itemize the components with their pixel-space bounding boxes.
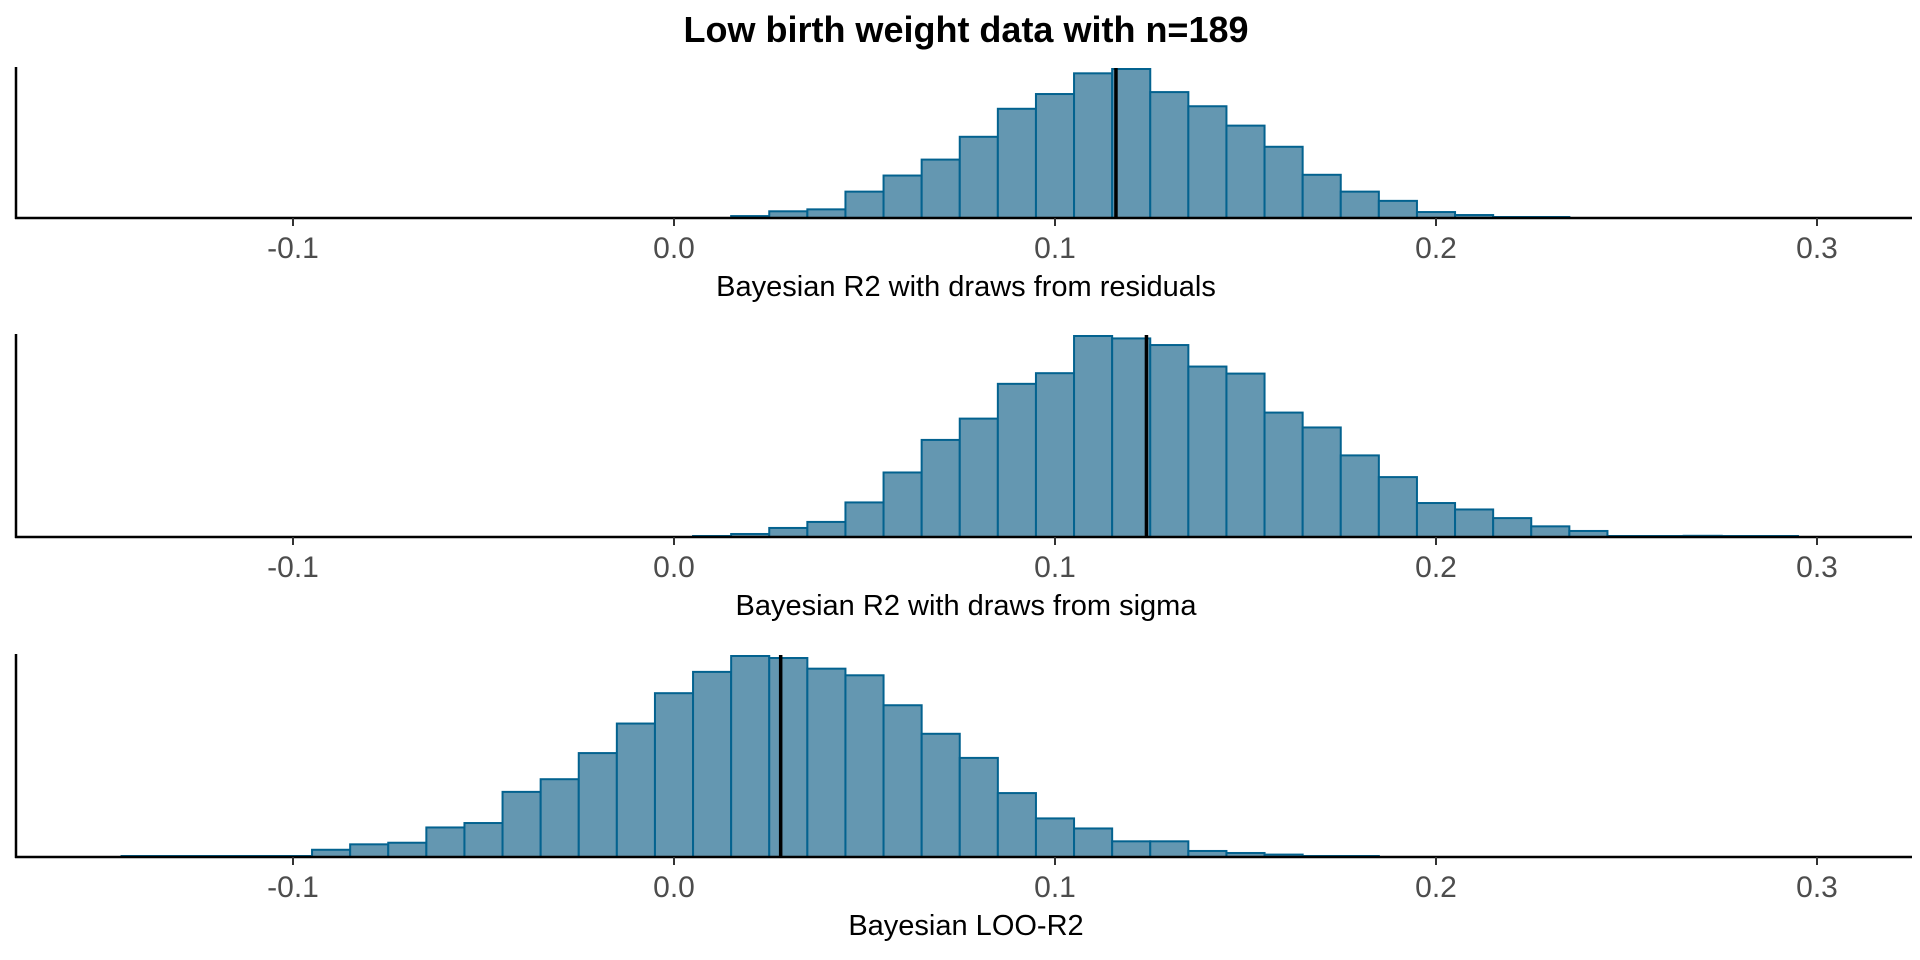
histogram-bar (996, 107, 1037, 219)
histogram-bar (844, 501, 885, 539)
x-tick-label: 0.0 (653, 232, 695, 265)
histogram-bar (615, 722, 656, 859)
histogram-bar (806, 667, 847, 859)
histogram-bar (501, 790, 542, 858)
panel-sigma: -0.1 0.0 0.1 0.2 0.3 Bayesian R2 with draws … (14, 334, 1912, 622)
histogram-bar (1034, 817, 1076, 859)
histogram-bar (1339, 454, 1380, 539)
histogram-bar (1263, 145, 1304, 219)
histogram-bar (1034, 372, 1076, 538)
histogram-bar (577, 752, 618, 859)
chart-title: Low birth weight data with n=189 (683, 9, 1248, 50)
histogram-bar (1415, 502, 1457, 539)
panel-loo: -0.1 0.0 0.1 0.2 0.3 Bayesian LOO-R2 (14, 654, 1912, 942)
histogram-bar (920, 732, 961, 858)
histogram-bar (844, 190, 885, 219)
x-tick-label: 0.0 (653, 871, 695, 904)
histogram-bar (1225, 372, 1266, 538)
histogram-bar (958, 135, 999, 219)
histogram-bar (768, 526, 809, 539)
x-tick-label: 0.2 (1415, 871, 1457, 904)
histogram-bar (1034, 93, 1076, 219)
histogram-bar (1149, 91, 1190, 219)
histogram-bar (425, 826, 466, 859)
histogram-bar (1377, 476, 1418, 538)
histogram-bar (958, 417, 999, 538)
histogram-bar (1225, 124, 1266, 219)
histogram-bar (844, 674, 885, 859)
x-tick-label: 0.1 (1034, 871, 1076, 904)
histogram-bar (463, 822, 504, 859)
histogram-bar (958, 756, 999, 858)
histogram-bar (1073, 335, 1114, 538)
histogram-bar (920, 158, 961, 219)
x-ticks: -0.1 0.0 0.1 0.2 0.3 (267, 537, 1838, 584)
histogram-bar (1149, 840, 1190, 859)
x-tick-label: 0.3 (1796, 551, 1838, 584)
histogram-bar (1111, 337, 1152, 538)
histogram-bar (806, 520, 847, 538)
x-tick-label: 0.0 (653, 551, 695, 584)
histogram-bar (882, 471, 923, 539)
x-axis-label: Bayesian LOO-R2 (848, 910, 1083, 942)
histogram-bar (1111, 840, 1152, 859)
histogram-bar (1492, 517, 1533, 539)
histogram-bar (920, 438, 961, 538)
histogram-bar (1187, 105, 1228, 219)
histogram-bar (1530, 525, 1571, 538)
x-ticks: -0.1 0.0 0.1 0.2 0.3 (267, 857, 1838, 904)
histogram-bar (882, 704, 923, 858)
histogram-bars (730, 68, 1571, 220)
x-ticks: -0.1 0.0 0.1 0.2 0.3 (267, 218, 1838, 265)
histogram-bar (1339, 190, 1380, 219)
histogram-bar (1111, 68, 1152, 219)
x-axis-label: Bayesian R2 with draws from sigma (736, 590, 1198, 622)
x-tick-label: 0.2 (1415, 551, 1457, 584)
x-tick-label: 0.1 (1034, 232, 1076, 265)
x-tick-label: -0.1 (267, 871, 319, 904)
histogram-bar (349, 843, 390, 858)
histogram-bars (120, 655, 1380, 859)
histogram-bar (1301, 426, 1342, 538)
x-tick-label: 0.2 (1415, 232, 1457, 265)
x-tick-label: -0.1 (267, 232, 319, 265)
x-tick-label: 0.3 (1796, 871, 1838, 904)
histogram-bar (653, 692, 695, 858)
histogram-bar (1187, 365, 1228, 538)
histogram-bar (1073, 827, 1114, 859)
histogram-bar (692, 670, 733, 859)
x-axis-label: Bayesian R2 with draws from residuals (716, 271, 1216, 303)
histogram-bar (882, 174, 923, 220)
x-tick-label: -0.1 (267, 551, 319, 584)
histogram-bar (539, 778, 580, 859)
histogram-bar (996, 792, 1037, 858)
histogram-bars (692, 335, 1799, 539)
x-tick-label: 0.3 (1796, 232, 1838, 265)
histogram-bar (1263, 411, 1304, 538)
histogram-bar (996, 382, 1037, 539)
histogram-bar (1149, 344, 1190, 539)
histogram-bar (1073, 72, 1114, 219)
histogram-bar (768, 657, 809, 859)
histogram-bar (1301, 173, 1342, 219)
histogram-bar (387, 841, 428, 859)
histogram-bar (806, 208, 847, 220)
histogram-bar (1454, 508, 1495, 539)
panel-residuals: -0.1 0.0 0.1 0.2 0.3 Bayesian R2 with draws … (14, 67, 1912, 303)
histogram-bar (1377, 199, 1418, 220)
histogram-bar (730, 655, 771, 858)
x-tick-label: 0.1 (1034, 551, 1076, 584)
